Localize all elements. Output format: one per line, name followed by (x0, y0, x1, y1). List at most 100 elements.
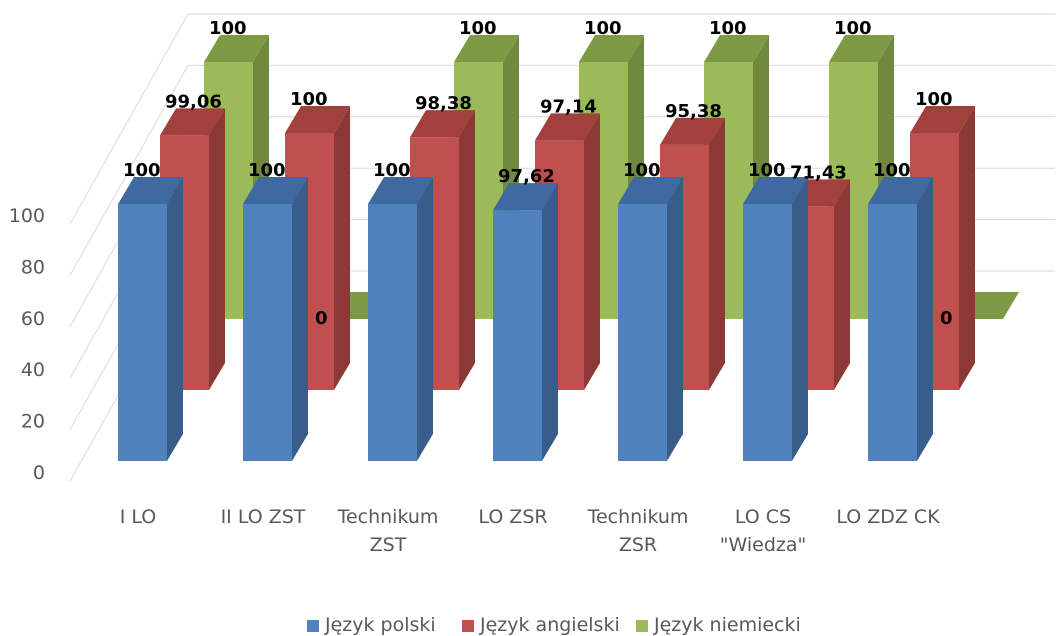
gridline-wall (69, 65, 189, 276)
bar-angielski-side (834, 179, 850, 390)
gridline-wall (69, 13, 189, 225)
y-tick-label: 80 (21, 256, 45, 278)
bar-polski-front (118, 204, 167, 461)
legend-label: Język angielski (479, 614, 620, 636)
bar-polski-top (368, 177, 433, 204)
category-label: II LO ZST (221, 506, 306, 528)
bar-polski (868, 177, 933, 461)
bars (118, 35, 1019, 462)
data-label-niemiecki: 100 (709, 18, 747, 39)
bar-polski-side (917, 177, 933, 461)
y-axis-ticks: 0 20 40 60 80 100 (9, 205, 45, 484)
category-label: LO CS (735, 506, 791, 528)
bar-polski (618, 177, 683, 461)
bar-niemiecki-top (454, 35, 519, 62)
data-label-angielski: 98,38 (415, 93, 472, 114)
bar-angielski-side (334, 106, 350, 390)
bar-angielski-side (959, 106, 975, 390)
category-label: LO ZSR (478, 506, 547, 528)
legend-item-polski: Język polski (307, 614, 436, 636)
category-label: Technikum (337, 506, 439, 528)
data-label-polski: 97,62 (498, 166, 555, 187)
legend-swatch (462, 620, 474, 632)
legend-swatch (636, 620, 648, 632)
category-labels: I LO II LO ZST Technikum ZST LO ZSR Technikum… (120, 506, 940, 556)
bar-polski-side (667, 177, 683, 461)
bar-polski-front (493, 210, 542, 461)
y-tick-label: 40 (21, 359, 45, 381)
bar-angielski-top (535, 113, 600, 141)
category-label: ZSR (619, 534, 657, 556)
bar-angielski-side (709, 117, 725, 390)
data-label-polski: 100 (248, 160, 286, 181)
bar-polski (368, 177, 433, 461)
data-label-angielski: 100 (915, 89, 953, 110)
bar-polski (743, 177, 808, 461)
bar-polski-side (417, 177, 433, 461)
data-label-polski: 100 (748, 160, 786, 181)
bar-angielski-side (459, 110, 475, 391)
data-label-niemiecki: 100 (584, 18, 622, 39)
bar-polski (243, 177, 308, 461)
bar-polski-side (542, 183, 558, 462)
bar-polski-top (118, 177, 183, 204)
y-tick-label: 100 (9, 205, 45, 227)
y-tick-label: 20 (21, 411, 45, 433)
legend-swatch (307, 620, 319, 632)
bar-polski-front (618, 204, 667, 461)
data-label-polski: 100 (123, 160, 161, 181)
bar-angielski-side (584, 113, 600, 391)
data-label-niemiecki: 100 (209, 18, 247, 39)
data-label-angielski: 71,43 (790, 162, 847, 183)
bar-angielski-top (660, 117, 725, 145)
bar-polski-side (792, 177, 808, 461)
bar-niemiecki-top (704, 35, 769, 62)
bar-polski (493, 183, 558, 462)
data-label-niemiecki: 100 (834, 18, 872, 39)
y-tick-label: 60 (21, 308, 45, 330)
bar-polski-top (493, 183, 558, 211)
category-label: Technikum (587, 506, 689, 528)
bar-polski (118, 177, 183, 461)
legend-item-niemiecki: Język niemiecki (636, 614, 801, 636)
bar-niemiecki-top (829, 35, 894, 62)
category-label: "Wiedza" (720, 534, 807, 556)
bar-polski-side (292, 177, 308, 461)
bar-angielski-top (410, 110, 475, 138)
data-labels: 100 0 100 100 100 100 0 99,06 100 98,38 97,14 95,38… (123, 18, 953, 329)
category-label: LO ZDZ CK (836, 506, 940, 528)
data-label-angielski: 99,06 (165, 91, 222, 112)
bar-polski-side (167, 177, 183, 461)
bar-polski-front (243, 204, 292, 461)
data-label-niemiecki: 0 (315, 308, 328, 329)
bar-niemiecki-top (579, 35, 644, 62)
data-label-niemiecki: 100 (459, 18, 497, 39)
bar-polski-front (743, 204, 792, 461)
legend-label: Język polski (324, 614, 436, 636)
legend: Język polski Język angielski Język niemiec… (307, 614, 801, 636)
bar-angielski-top (285, 106, 350, 133)
category-label: ZST (370, 534, 407, 556)
bar-polski-top (868, 177, 933, 204)
data-label-polski: 100 (373, 160, 411, 181)
bar-niemiecki-top (204, 35, 269, 62)
data-label-niemiecki: 0 (940, 308, 953, 329)
data-label-polski: 100 (873, 160, 911, 181)
bar-angielski-side (209, 108, 225, 390)
y-tick-label: 0 (33, 462, 45, 484)
data-label-angielski: 100 (290, 89, 328, 110)
bar-polski-front (868, 204, 917, 461)
data-label-polski: 100 (623, 160, 661, 181)
data-label-angielski: 95,38 (665, 101, 722, 122)
bar-angielski-top (160, 108, 225, 136)
bar-polski-front (368, 204, 417, 461)
bar-angielski-top (910, 106, 975, 133)
legend-item-angielski: Język angielski (462, 614, 620, 636)
bar-polski-top (743, 177, 808, 204)
data-label-angielski: 97,14 (540, 96, 597, 117)
bar-polski-top (618, 177, 683, 204)
legend-label: Język niemiecki (653, 614, 801, 636)
category-label: I LO (120, 506, 157, 528)
bar-polski-top (243, 177, 308, 204)
